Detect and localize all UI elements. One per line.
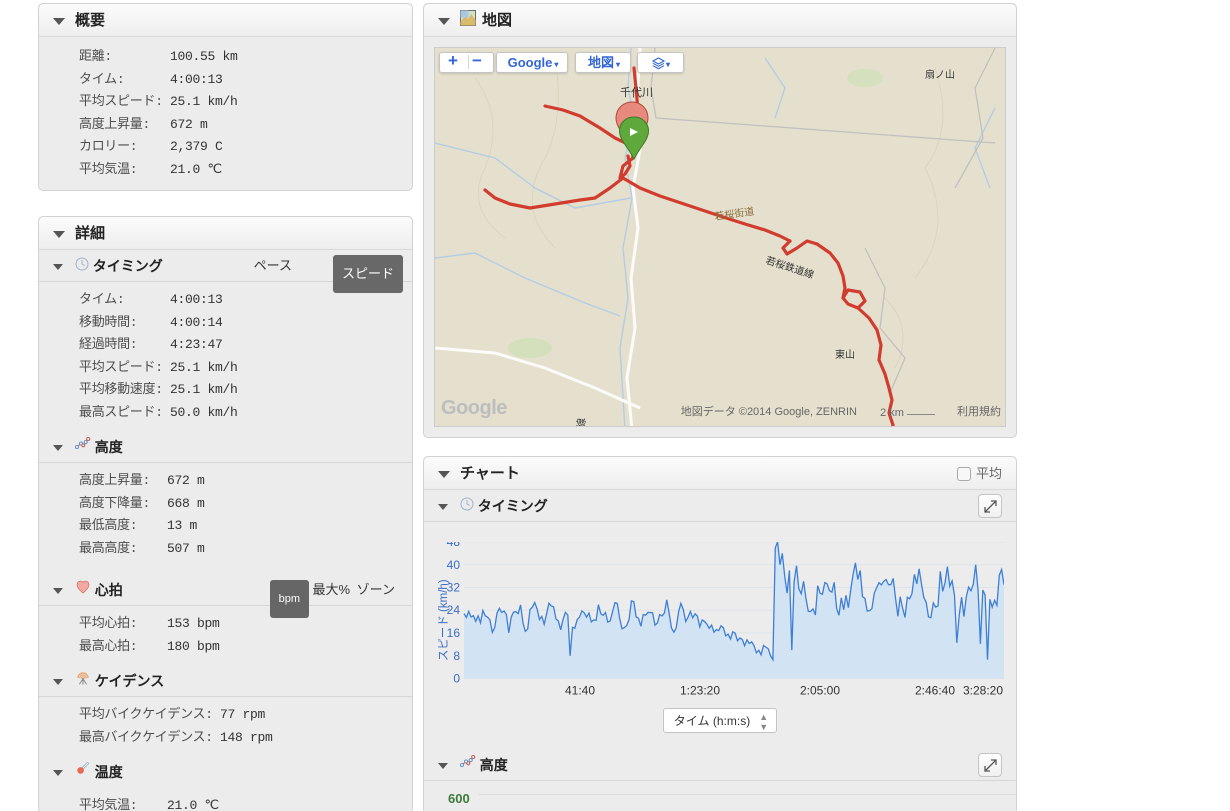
svg-text:0: 0 — [453, 672, 460, 686]
svg-text:41:40: 41:40 — [565, 684, 595, 698]
svg-text:40: 40 — [447, 558, 461, 572]
svg-text:スピード (km/h): スピード (km/h) — [438, 579, 450, 661]
svg-text:因美線: 因美線 — [575, 418, 588, 427]
svg-text:8: 8 — [453, 649, 460, 663]
svg-text:2:46:40: 2:46:40 — [915, 684, 955, 698]
svg-text:東山: 東山 — [835, 348, 855, 361]
svg-text:48: 48 — [447, 542, 461, 549]
svg-text:1:23:20: 1:23:20 — [680, 684, 720, 698]
svg-text:扇ノ山: 扇ノ山 — [925, 68, 955, 81]
svg-text:3:28:20: 3:28:20 — [963, 684, 1003, 698]
svg-text:千代川: 千代川 — [620, 86, 653, 99]
svg-text:2:05:00: 2:05:00 — [800, 684, 840, 698]
